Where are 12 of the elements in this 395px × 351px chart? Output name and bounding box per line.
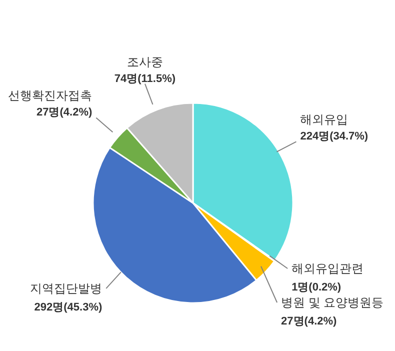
data-label: 27명(4.2%) xyxy=(36,106,92,119)
slice-label: 지역집단발병 xyxy=(30,281,102,296)
slice-label: 해외유입관련 xyxy=(292,262,364,276)
data-label: 292명(45.3%) xyxy=(34,301,102,314)
data-label: 27명(4.2%) xyxy=(281,316,338,328)
slice-label: 조사중 xyxy=(126,54,163,69)
slice-label: 선행확진자접촉 xyxy=(8,88,92,103)
data-label: 224명(34.7%) xyxy=(300,130,368,143)
slice-label: 해외유입 xyxy=(300,112,348,127)
slice-label: 병원 및 요양병원등 xyxy=(281,296,384,310)
data-label: 1명(0.2%) xyxy=(292,282,342,294)
data-label: 74명(11.5%) xyxy=(114,72,176,85)
